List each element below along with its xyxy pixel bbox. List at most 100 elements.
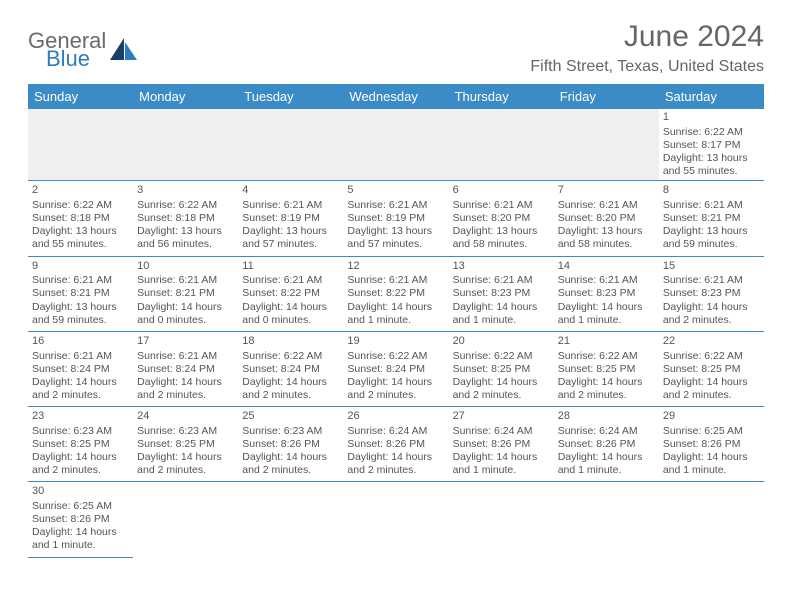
title-block: June 2024 Fifth Street, Texas, United St… [530,20,764,76]
sunrise-text: Sunrise: 6:21 AM [558,274,655,287]
sunset-text: Sunset: 8:21 PM [32,287,129,300]
day-number: 16 [32,335,129,349]
calendar-cell: 15Sunrise: 6:21 AMSunset: 8:23 PMDayligh… [659,256,764,331]
daylight-text: Daylight: 14 hours and 1 minute. [558,451,655,477]
daylight-text: Daylight: 13 hours and 59 minutes. [663,225,760,251]
daylight-text: Daylight: 14 hours and 2 minutes. [137,451,234,477]
daylight-text: Daylight: 14 hours and 0 minutes. [242,301,339,327]
header: General Blue June 2024 Fifth Street, Tex… [28,20,764,76]
day-number: 11 [242,260,339,274]
daylight-text: Daylight: 14 hours and 2 minutes. [558,376,655,402]
sunset-text: Sunset: 8:26 PM [453,438,550,451]
sunrise-text: Sunrise: 6:21 AM [663,199,760,212]
day-number: 8 [663,184,760,198]
day-number: 23 [32,410,129,424]
day-header: Monday [133,84,238,109]
calendar-cell: 22Sunrise: 6:22 AMSunset: 8:25 PMDayligh… [659,331,764,406]
logo: General Blue [28,30,138,70]
daylight-text: Daylight: 14 hours and 1 minute. [347,301,444,327]
sunrise-text: Sunrise: 6:23 AM [32,425,129,438]
sunrise-text: Sunrise: 6:21 AM [453,199,550,212]
day-header: Sunday [28,84,133,109]
calendar-cell [343,109,448,181]
calendar-cell: 6Sunrise: 6:21 AMSunset: 8:20 PMDaylight… [449,181,554,256]
sunset-text: Sunset: 8:19 PM [242,212,339,225]
sunrise-text: Sunrise: 6:22 AM [453,350,550,363]
day-number: 7 [558,184,655,198]
day-number: 5 [347,184,444,198]
sunset-text: Sunset: 8:24 PM [242,363,339,376]
calendar-cell: 2Sunrise: 6:22 AMSunset: 8:18 PMDaylight… [28,181,133,256]
sunset-text: Sunset: 8:23 PM [558,287,655,300]
daylight-text: Daylight: 14 hours and 2 minutes. [32,451,129,477]
day-number: 19 [347,335,444,349]
day-header: Wednesday [343,84,448,109]
daylight-text: Daylight: 14 hours and 2 minutes. [242,451,339,477]
sunset-text: Sunset: 8:24 PM [137,363,234,376]
calendar-cell: 3Sunrise: 6:22 AMSunset: 8:18 PMDaylight… [133,181,238,256]
day-number: 25 [242,410,339,424]
sunset-text: Sunset: 8:18 PM [32,212,129,225]
day-number: 12 [347,260,444,274]
calendar-cell [238,109,343,181]
calendar-cell: 14Sunrise: 6:21 AMSunset: 8:23 PMDayligh… [554,256,659,331]
calendar-cell [238,482,343,557]
day-number: 1 [663,111,760,125]
sunrise-text: Sunrise: 6:22 AM [242,350,339,363]
calendar-cell: 7Sunrise: 6:21 AMSunset: 8:20 PMDaylight… [554,181,659,256]
sunset-text: Sunset: 8:24 PM [32,363,129,376]
sunset-text: Sunset: 8:18 PM [137,212,234,225]
sunset-text: Sunset: 8:26 PM [347,438,444,451]
sunrise-text: Sunrise: 6:23 AM [137,425,234,438]
day-number: 15 [663,260,760,274]
daylight-text: Daylight: 14 hours and 2 minutes. [347,451,444,477]
sunset-text: Sunset: 8:23 PM [663,287,760,300]
sunrise-text: Sunrise: 6:21 AM [137,350,234,363]
sunset-text: Sunset: 8:25 PM [137,438,234,451]
daylight-text: Daylight: 14 hours and 2 minutes. [453,376,550,402]
calendar-cell: 12Sunrise: 6:21 AMSunset: 8:22 PMDayligh… [343,256,448,331]
sunrise-text: Sunrise: 6:22 AM [347,350,444,363]
sunset-text: Sunset: 8:24 PM [347,363,444,376]
sunset-text: Sunset: 8:20 PM [558,212,655,225]
calendar-cell: 17Sunrise: 6:21 AMSunset: 8:24 PMDayligh… [133,331,238,406]
day-number: 18 [242,335,339,349]
calendar-cell [133,482,238,557]
sunrise-text: Sunrise: 6:21 AM [137,274,234,287]
day-number: 4 [242,184,339,198]
sunrise-text: Sunrise: 6:21 AM [242,199,339,212]
daylight-text: Daylight: 14 hours and 2 minutes. [663,376,760,402]
calendar-week-row: 23Sunrise: 6:23 AMSunset: 8:25 PMDayligh… [28,407,764,482]
calendar-cell: 21Sunrise: 6:22 AMSunset: 8:25 PMDayligh… [554,331,659,406]
calendar-cell: 8Sunrise: 6:21 AMSunset: 8:21 PMDaylight… [659,181,764,256]
daylight-text: Daylight: 14 hours and 2 minutes. [32,376,129,402]
calendar-cell: 26Sunrise: 6:24 AMSunset: 8:26 PMDayligh… [343,407,448,482]
daylight-text: Daylight: 13 hours and 57 minutes. [347,225,444,251]
sunset-text: Sunset: 8:25 PM [32,438,129,451]
daylight-text: Daylight: 13 hours and 57 minutes. [242,225,339,251]
sunset-text: Sunset: 8:19 PM [347,212,444,225]
calendar-week-row: 1Sunrise: 6:22 AMSunset: 8:17 PMDaylight… [28,109,764,181]
sunset-text: Sunset: 8:26 PM [663,438,760,451]
sunset-text: Sunset: 8:22 PM [242,287,339,300]
day-number: 17 [137,335,234,349]
daylight-text: Daylight: 14 hours and 2 minutes. [347,376,444,402]
sunrise-text: Sunrise: 6:21 AM [242,274,339,287]
day-number: 13 [453,260,550,274]
calendar-week-row: 30Sunrise: 6:25 AMSunset: 8:26 PMDayligh… [28,482,764,557]
sunset-text: Sunset: 8:26 PM [32,513,129,526]
sunset-text: Sunset: 8:17 PM [663,139,760,152]
sunrise-text: Sunrise: 6:22 AM [558,350,655,363]
sunrise-text: Sunrise: 6:21 AM [558,199,655,212]
day-header: Thursday [449,84,554,109]
calendar-week-row: 2Sunrise: 6:22 AMSunset: 8:18 PMDaylight… [28,181,764,256]
daylight-text: Daylight: 13 hours and 58 minutes. [453,225,550,251]
calendar-week-row: 9Sunrise: 6:21 AMSunset: 8:21 PMDaylight… [28,256,764,331]
calendar-cell: 10Sunrise: 6:21 AMSunset: 8:21 PMDayligh… [133,256,238,331]
calendar-cell: 24Sunrise: 6:23 AMSunset: 8:25 PMDayligh… [133,407,238,482]
day-number: 2 [32,184,129,198]
sunrise-text: Sunrise: 6:22 AM [32,199,129,212]
sunrise-text: Sunrise: 6:21 AM [663,274,760,287]
sunrise-text: Sunrise: 6:22 AM [137,199,234,212]
calendar-cell: 1Sunrise: 6:22 AMSunset: 8:17 PMDaylight… [659,109,764,181]
